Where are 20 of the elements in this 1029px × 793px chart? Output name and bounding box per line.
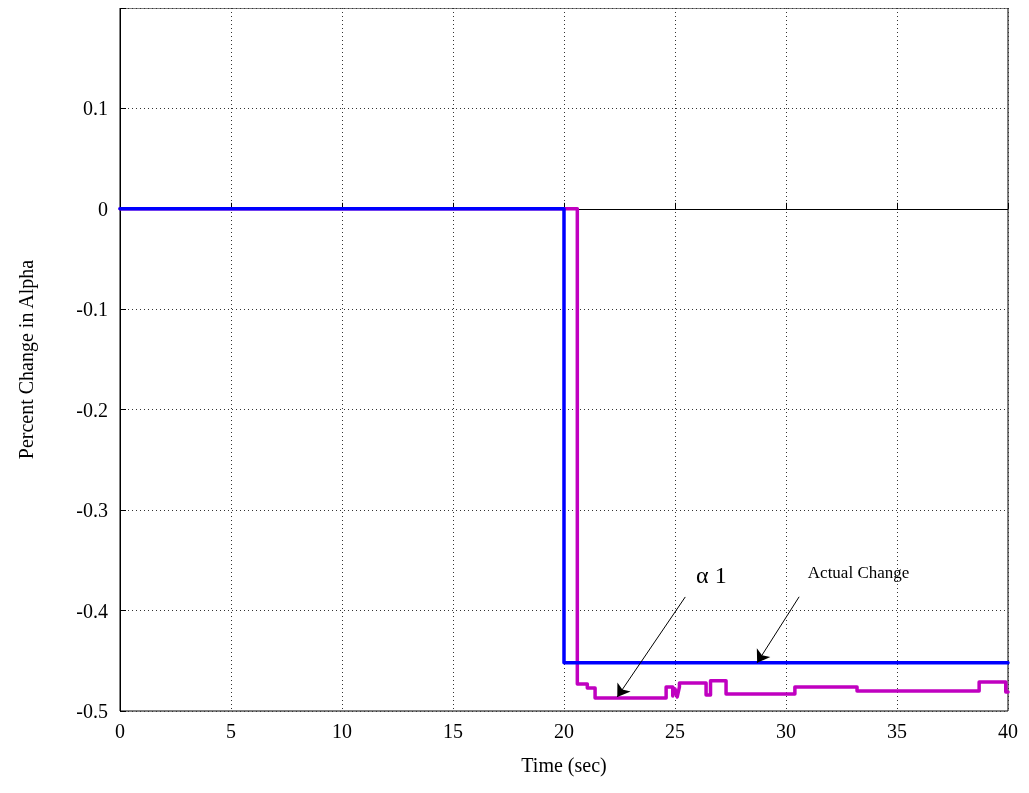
x-tick-label: 5: [226, 720, 236, 742]
annotation: Actual Change: [807, 562, 910, 582]
x-tick-label: 30: [776, 720, 796, 742]
x-tick-label: 40: [998, 720, 1018, 742]
y-axis-title: Percent Change in Alpha: [15, 259, 38, 460]
x-tick-label: 0: [115, 720, 125, 742]
x-tick-label: 35: [887, 720, 907, 742]
y-tick-label: -0.3: [76, 499, 108, 522]
annotation: α 1: [696, 561, 727, 588]
y-tick-label: 0: [98, 197, 108, 220]
x-tick-label: 25: [665, 720, 685, 742]
y-tick-label: 0.1: [83, 97, 108, 120]
y-tick-label: -0.1: [76, 298, 108, 321]
y-tick-label: -0.4: [76, 599, 108, 622]
x-axis-title: Time (sec): [521, 754, 607, 777]
y-tick-label: -0.2: [76, 398, 108, 421]
x-tick-label: 15: [443, 720, 463, 742]
y-tick-label: -0.5: [76, 700, 108, 722]
x-tick-label: 20: [554, 720, 574, 742]
x-tick-label: 10: [332, 720, 352, 742]
